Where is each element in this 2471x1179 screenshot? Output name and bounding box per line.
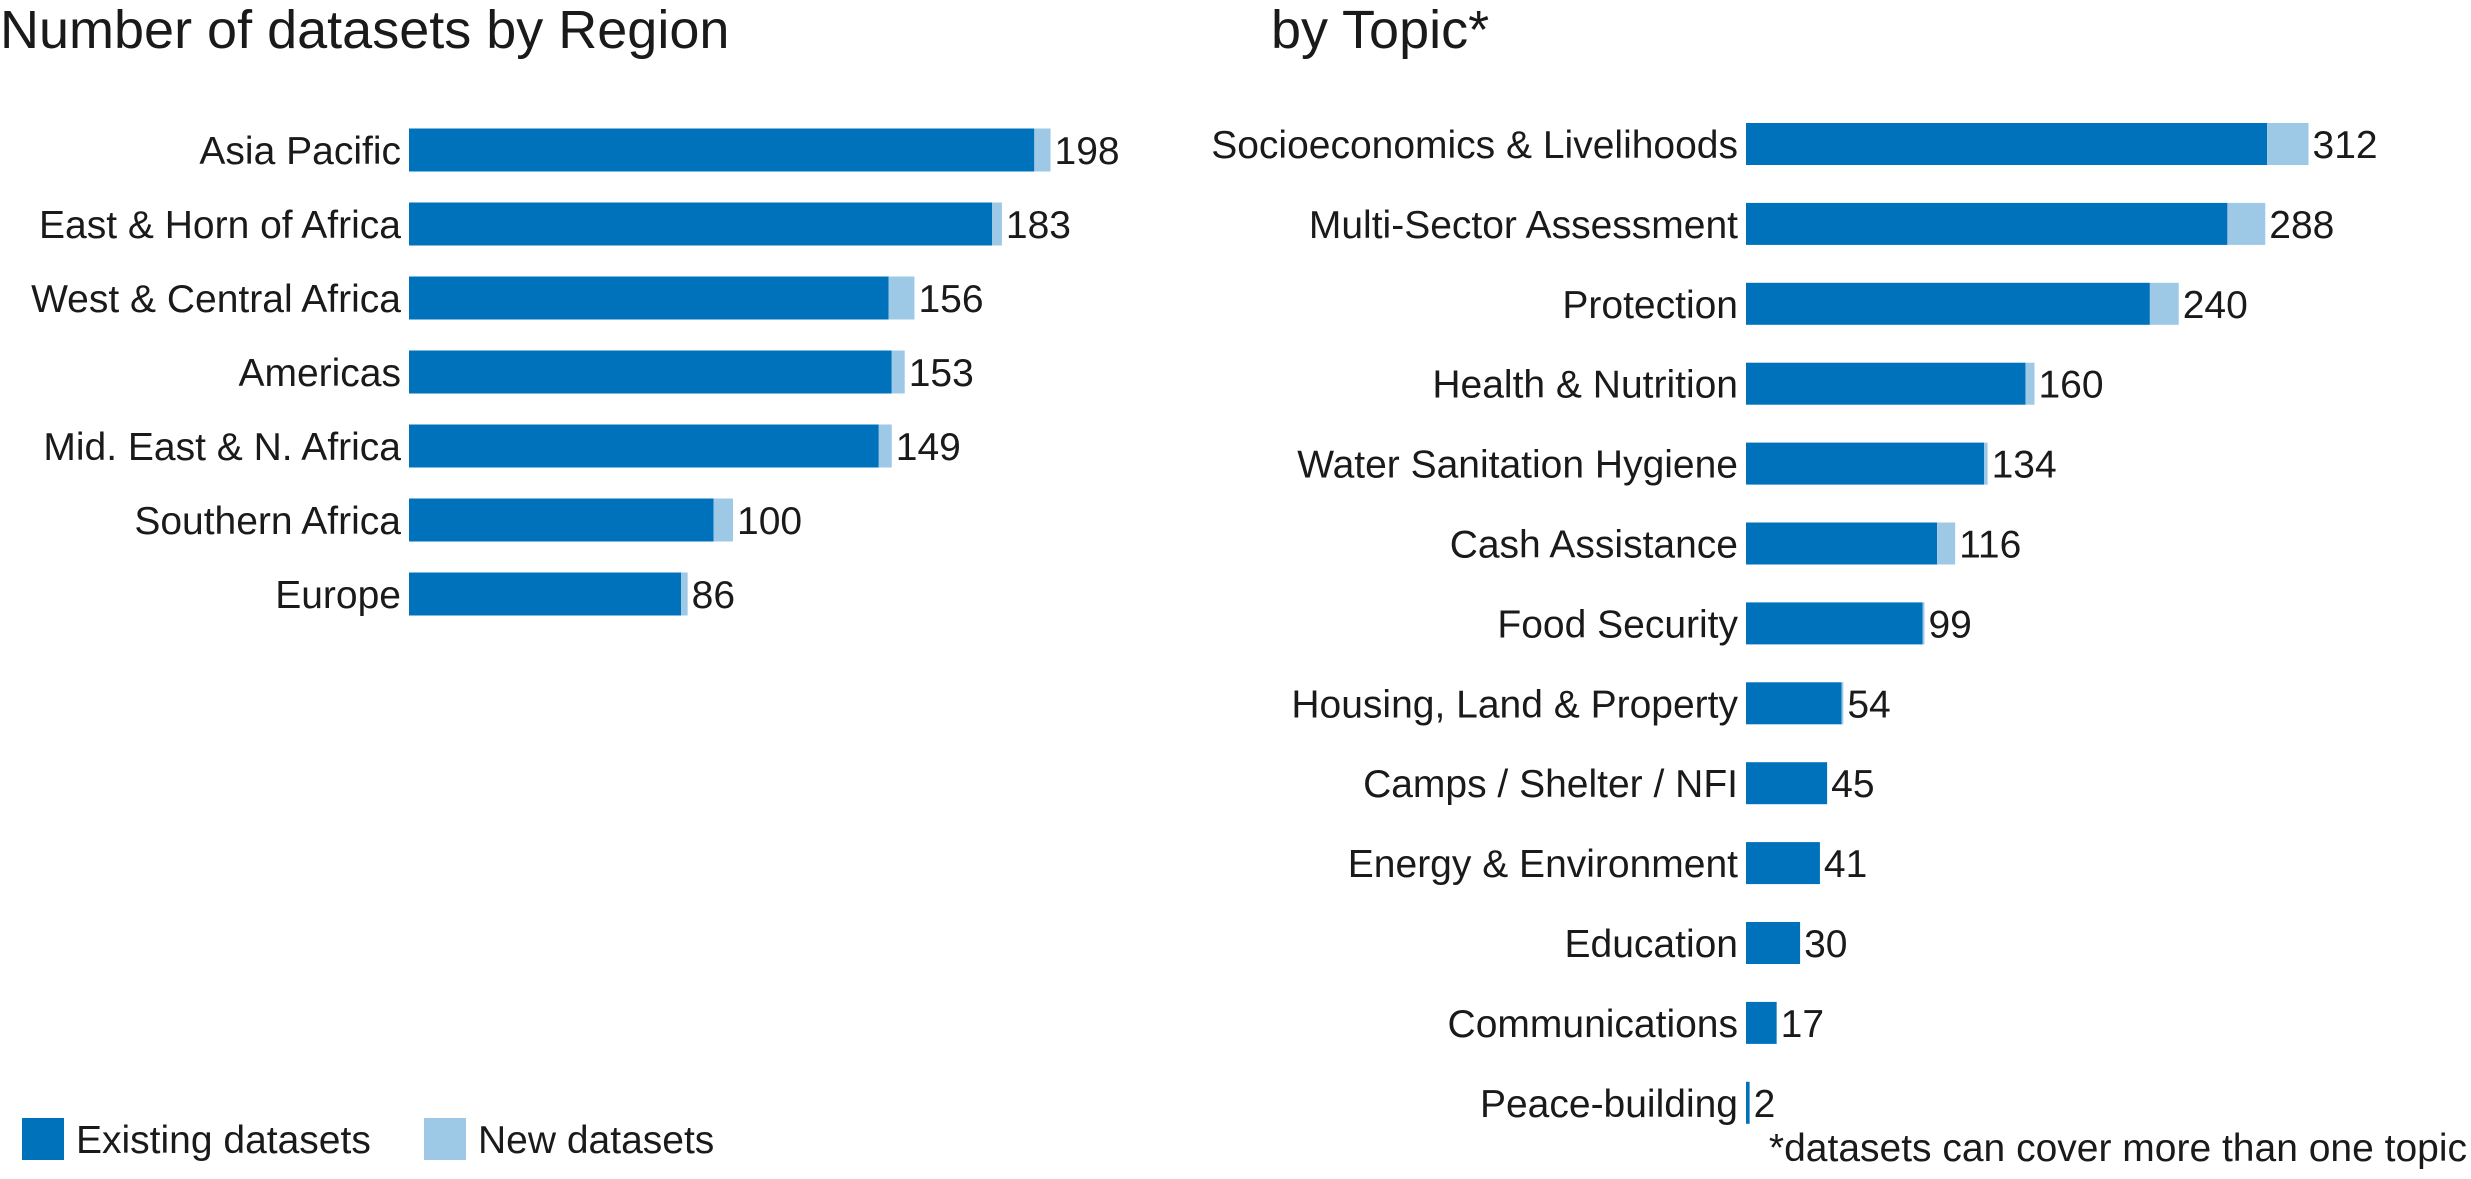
bar-existing-cash-assistance [1746, 522, 1938, 565]
bar-existing-mid-east-and-n-africa [409, 424, 879, 468]
bar-existing-southern-africa [409, 498, 714, 542]
bar-existing-water-sanitation-hygiene [1746, 442, 1984, 485]
value-label-europe: 86 [692, 574, 735, 617]
category-label-americas: Americas [238, 352, 401, 395]
value-label-food-security: 99 [1928, 603, 1971, 646]
bar-new-mid-east-and-n-africa [878, 424, 892, 468]
value-label-peace-building: 2 [1754, 1083, 1776, 1126]
value-label-west-and-central-africa: 156 [918, 278, 983, 321]
bar-new-europe [681, 572, 688, 616]
category-label-peace-building: Peace-building [1480, 1083, 1738, 1126]
value-label-socioeconomics-and-livelihoods: 312 [2313, 124, 2378, 167]
bar-existing-peace-building [1746, 1081, 1750, 1124]
value-label-camps-shelter-nfi: 45 [1831, 763, 1874, 806]
category-label-food-security: Food Security [1497, 603, 1738, 646]
bar-new-southern-africa [713, 498, 733, 542]
topic-bars: Socioeconomics & Livelihoods 312 Multi-Sec… [1211, 123, 2378, 1126]
bar-new-east-and-horn-of-africa [992, 202, 1002, 246]
region-chart-title: Number of datasets by Region [0, 0, 729, 60]
bar-existing-camps-shelter-nfi [1746, 762, 1828, 805]
value-label-housing-land-and-property: 54 [1847, 683, 1890, 726]
value-label-energy-and-environment: 41 [1824, 843, 1867, 886]
bar-new-west-and-central-africa [888, 276, 915, 320]
category-label-east-and-horn-of-africa: East & Horn of Africa [39, 204, 401, 247]
value-label-east-and-horn-of-africa: 183 [1006, 204, 1071, 247]
legend-label-new: New datasets [478, 1119, 714, 1162]
bar-existing-food-security [1746, 602, 1923, 645]
value-label-water-sanitation-hygiene: 134 [1992, 444, 2057, 487]
category-label-water-sanitation-hygiene: Water Sanitation Hygiene [1297, 444, 1738, 487]
value-label-communications: 17 [1781, 1003, 1824, 1046]
topic-chart-title: by Topic* [1271, 0, 1489, 60]
bar-new-cash-assistance [1937, 522, 1956, 565]
category-label-cash-assistance: Cash Assistance [1450, 524, 1738, 567]
bar-existing-asia-pacific [409, 128, 1035, 172]
value-label-protection: 240 [2183, 284, 2248, 327]
category-label-camps-shelter-nfi: Camps / Shelter / NFI [1363, 763, 1738, 806]
bar-existing-east-and-horn-of-africa [409, 202, 993, 246]
region-bars: Asia Pacific 198 East & Horn of Africa 183 W… [31, 128, 1120, 617]
bar-new-food-security [1922, 602, 1925, 645]
bar-existing-west-and-central-africa [409, 276, 889, 320]
category-label-health-and-nutrition: Health & Nutrition [1432, 364, 1738, 407]
bar-new-health-and-nutrition [2025, 362, 2035, 405]
category-label-communications: Communications [1448, 1003, 1738, 1046]
category-label-mid-east-and-n-africa: Mid. East & N. Africa [43, 426, 401, 469]
bar-existing-health-and-nutrition [1746, 362, 2026, 405]
legend-swatch-existing [22, 1118, 64, 1160]
legend-swatch-new [424, 1118, 466, 1160]
value-label-education: 30 [1804, 923, 1847, 966]
category-label-asia-pacific: Asia Pacific [199, 130, 401, 173]
category-label-southern-africa: Southern Africa [134, 500, 401, 543]
bar-existing-americas [409, 350, 892, 394]
value-label-cash-assistance: 116 [1959, 524, 2021, 567]
bar-new-socioeconomics-and-livelihoods [2267, 123, 2309, 165]
legend: Existing datasets New datasets [22, 1118, 714, 1162]
bar-existing-socioeconomics-and-livelihoods [1746, 123, 2268, 165]
legend-label-existing: Existing datasets [76, 1119, 371, 1162]
category-label-west-and-central-africa: West & Central Africa [31, 278, 401, 321]
category-label-protection: Protection [1562, 284, 1738, 327]
value-label-asia-pacific: 198 [1055, 130, 1120, 173]
value-label-multi-sector-assessment: 288 [2269, 204, 2334, 247]
bar-existing-education [1746, 922, 1801, 964]
category-label-multi-sector-assessment: Multi-Sector Assessment [1309, 204, 1738, 247]
bar-existing-communications [1746, 1001, 1777, 1044]
bar-new-protection [2149, 282, 2179, 325]
bar-new-water-sanitation-hygiene [1983, 442, 1988, 485]
bar-existing-europe [409, 572, 682, 616]
category-label-socioeconomics-and-livelihoods: Socioeconomics & Livelihoods [1211, 124, 1738, 167]
category-label-europe: Europe [275, 574, 401, 617]
footnote: *datasets can cover more than one topic [1769, 1127, 2467, 1170]
bar-new-multi-sector-assessment [2227, 202, 2266, 245]
category-label-energy-and-environment: Energy & Environment [1348, 843, 1738, 886]
bar-new-americas [891, 350, 905, 394]
bar-existing-housing-land-and-property [1746, 682, 1842, 725]
value-label-mid-east-and-n-africa: 149 [896, 426, 961, 469]
bar-existing-energy-and-environment [1746, 842, 1820, 885]
category-label-housing-land-and-property: Housing, Land & Property [1291, 683, 1738, 726]
bar-new-asia-pacific [1034, 128, 1051, 172]
category-label-education: Education [1565, 923, 1738, 966]
bar-existing-multi-sector-assessment [1746, 202, 2228, 245]
value-label-southern-africa: 100 [737, 500, 802, 543]
bar-existing-protection [1746, 282, 2150, 325]
bar-new-housing-land-and-property [1841, 682, 1844, 725]
value-label-health-and-nutrition: 160 [2038, 364, 2103, 407]
value-label-americas: 153 [909, 352, 974, 395]
